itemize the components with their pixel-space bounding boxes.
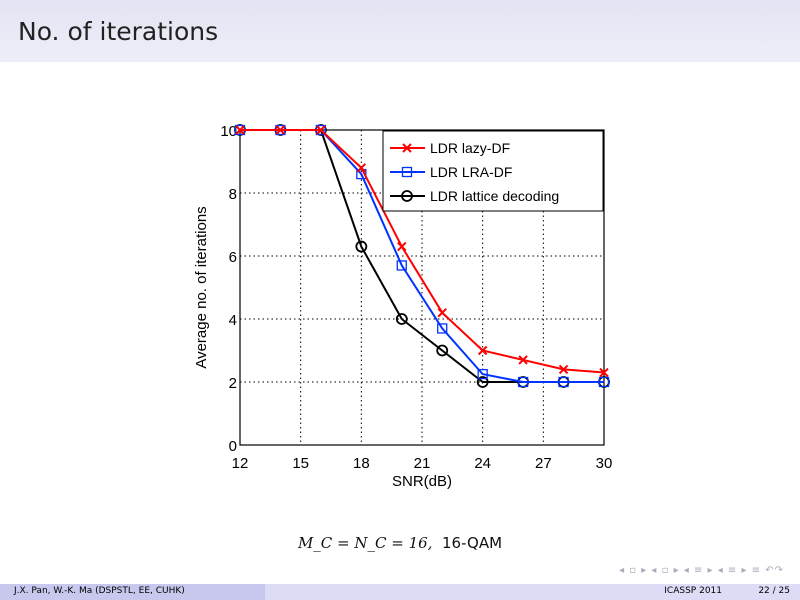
data-point-circle [476,376,489,388]
data-point-x [235,125,245,135]
series-line-x [240,129,605,374]
data-point-square [558,376,569,388]
data-point-x [477,345,488,356]
data-point-x [599,367,609,378]
data-point-square [437,323,448,334]
legend-marker [402,143,412,153]
x-tick-label: 12 [232,455,249,472]
x-tick-label: 18 [353,455,370,472]
data-point-square [396,260,407,271]
x-tick-label: 27 [535,455,552,472]
data-point-x [316,125,326,135]
data-point-square [598,376,610,388]
data-point-x [356,163,367,173]
caption-modulation: 16-QAM [442,534,503,552]
data-point-x [437,307,447,318]
data-point-circle [355,240,368,253]
y-tick-label: 6 [229,249,237,266]
data-point-x [558,364,569,375]
plot-frame [239,129,605,446]
footer-page: 22 / 25 [758,586,790,596]
x-tick-label: 24 [474,455,491,472]
data-point-x [275,125,286,135]
footer-conference: ICASSP 2011 [664,586,722,596]
data-point-x [397,241,407,252]
legend-label: LDR lattice decoding [430,188,559,204]
legend-marker [401,190,413,202]
footer: J.X. Pan, W.-K. Ma (DSPSTL, EE, CUHK) IC… [0,584,800,600]
x-tick-label: 21 [414,455,431,472]
footer-authors: J.X. Pan, W.-K. Ma (DSPSTL, EE, CUHK) [14,586,185,596]
x-tick-label: 30 [596,455,613,472]
data-point-circle [436,344,449,357]
data-point-square [517,376,529,388]
data-point-circle [395,313,408,325]
x-axis-label: SNR(dB) [392,473,452,490]
y-tick-label: 2 [229,375,237,392]
legend-marker [401,166,413,178]
y-axis-label: Average no. of iterations [193,206,210,368]
y-tick-label: 10 [220,123,237,140]
y-tick-label: 4 [229,312,237,329]
beamer-navigation[interactable]: ◂ ▫ ▸ ◂ ▫ ▸ ◂ ≡ ▸ ◂ ≡ ▸ ≡ ↶↷ [619,565,784,576]
data-point-x [518,355,528,365]
legend-label: LDR lazy-DF [430,140,510,156]
legend-label: LDR LRA-DF [430,164,512,180]
data-point-square [477,368,488,380]
y-tick-label: 8 [229,186,237,203]
slide-title: No. of iterations [18,17,219,46]
caption-math: M_C = N_C = 16, [297,534,433,552]
x-tick-label: 15 [292,455,309,472]
y-tick-label: 0 [229,438,237,455]
title-bar: No. of iterations [0,0,800,62]
caption: M_C = N_C = 16, 16-QAM [0,534,800,552]
